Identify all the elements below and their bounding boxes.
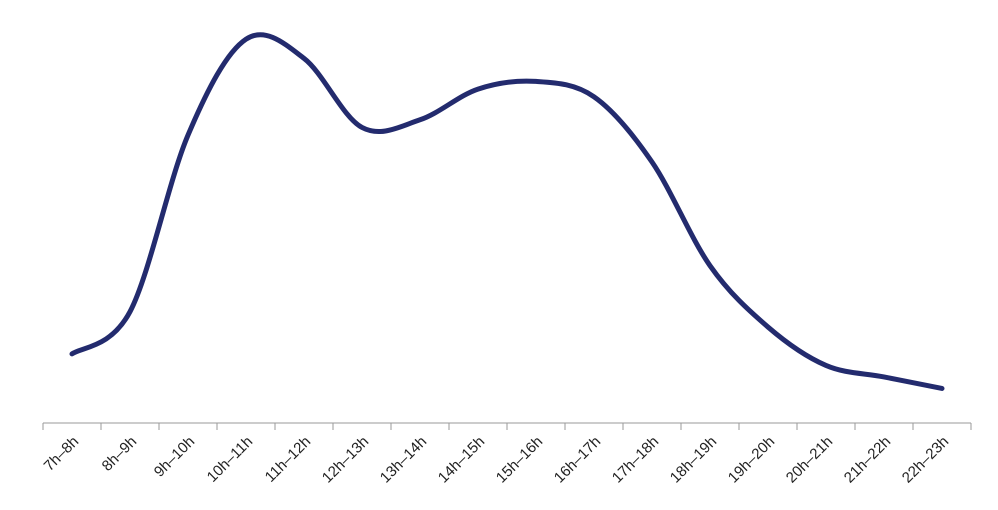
- x-axis-tick-label: 13h–14h: [377, 433, 430, 486]
- series-point: [361, 126, 363, 128]
- series-point: [71, 353, 73, 355]
- series-point: [245, 38, 247, 40]
- x-axis-tick-label: 16h–17h: [551, 433, 604, 486]
- x-axis-tick-label: 11h–12h: [262, 433, 315, 486]
- x-axis-tick-label: 18h–19h: [667, 433, 720, 486]
- x-axis: [42, 422, 972, 430]
- x-axis-tick-label: 22h–23h: [899, 433, 952, 486]
- series-line: [69, 32, 945, 391]
- series-point: [825, 364, 827, 366]
- x-axis-tick-label: 10h–11h: [204, 433, 257, 486]
- x-axis-tick-label: 17h–18h: [609, 433, 662, 486]
- series-layer: [69, 32, 945, 391]
- x-axis-tick-label: 20h–21h: [783, 433, 836, 486]
- x-axis-labels: 7h–8h 8h–9h 9h–10h 10h–11h 11h–12h 12h–13h 13h…: [41, 433, 953, 486]
- series-point: [535, 80, 537, 82]
- x-axis-tick-label: 19h–20h: [725, 433, 778, 486]
- series-point: [419, 119, 421, 121]
- x-axis-tick-label: 14h–15h: [435, 433, 488, 486]
- series-point: [883, 376, 885, 378]
- series-point: [129, 311, 131, 313]
- x-axis-tick-label: 8h–9h: [99, 433, 141, 475]
- x-axis-tick-label: 7h–8h: [41, 433, 83, 475]
- series-point: [941, 387, 943, 389]
- series-point: [477, 88, 479, 90]
- series-point: [303, 57, 305, 59]
- series-point: [709, 265, 711, 267]
- series-point: [593, 96, 595, 98]
- x-axis-tick-label: 21h–22h: [841, 433, 894, 486]
- x-axis-tick-label: 9h–10h: [151, 433, 198, 480]
- x-axis-tick-label: 15h–16h: [493, 433, 546, 486]
- x-axis-tick-label: 12h–13h: [319, 433, 372, 486]
- series-point: [187, 134, 189, 136]
- series-point: [651, 161, 653, 163]
- series-point: [767, 326, 769, 328]
